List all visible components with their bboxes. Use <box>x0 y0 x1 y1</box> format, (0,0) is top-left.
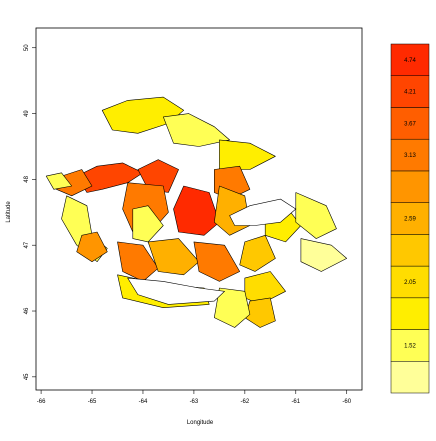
region-north-1 <box>163 113 230 147</box>
region-restigouche <box>76 162 144 193</box>
legend-swatch <box>390 107 430 140</box>
legend-swatch <box>390 361 430 394</box>
legend-swatch <box>390 75 430 108</box>
legend-label: 2.59 <box>404 217 416 223</box>
y-axis-label: Latitude <box>6 201 12 223</box>
region-central-yellow-west <box>132 205 164 243</box>
color-legend: 1.52 2.05 2.59 3.13 3.67 4.21 4.74 <box>390 43 430 394</box>
legend-label: 3.67 <box>404 121 416 127</box>
region-central-red <box>173 185 220 236</box>
island-pei <box>127 277 226 305</box>
legend-swatch <box>390 170 430 203</box>
region-north-2 <box>219 139 276 170</box>
legend-label: 3.13 <box>404 153 416 159</box>
legend-label: 2.05 <box>404 280 416 286</box>
legend-label: 4.74 <box>404 58 416 64</box>
x-tick-label: -66 <box>37 399 46 405</box>
x-tick-label: -65 <box>88 399 97 405</box>
region-south-3 <box>214 287 251 328</box>
y-tick-label: 46 <box>24 307 30 314</box>
region-far-east <box>295 192 337 239</box>
x-tick-label: -61 <box>291 399 300 405</box>
region-southwest-westmorland <box>117 241 159 282</box>
y-tick-label: 48 <box>24 175 30 182</box>
legend-label: 4.21 <box>404 90 416 96</box>
region-cape-breton <box>300 238 348 272</box>
legend-swatch <box>390 43 430 76</box>
x-tick-label: -63 <box>190 399 199 405</box>
y-tick-label: 47 <box>24 241 30 248</box>
legend-swatch <box>390 297 430 330</box>
x-tick-label: -60 <box>342 399 351 405</box>
x-axis-label: Longitude <box>187 420 214 426</box>
region-southeast-orange <box>193 241 240 282</box>
legend-label: 1.52 <box>404 343 416 349</box>
region-far-west-point <box>45 172 72 190</box>
legend-swatch <box>390 234 430 267</box>
y-tick-label: 45 <box>24 373 30 380</box>
x-tick-label: -62 <box>241 399 250 405</box>
region-east-1 <box>239 235 276 272</box>
plot-frame <box>35 27 363 391</box>
island-anticosti <box>229 198 297 226</box>
region-lower-west <box>76 231 108 263</box>
y-tick-label: 50 <box>24 44 30 51</box>
x-tick-label: -64 <box>139 399 148 405</box>
region-southcentral <box>147 238 200 276</box>
y-tick-label: 49 <box>24 110 30 117</box>
legend-swatch <box>390 138 430 172</box>
